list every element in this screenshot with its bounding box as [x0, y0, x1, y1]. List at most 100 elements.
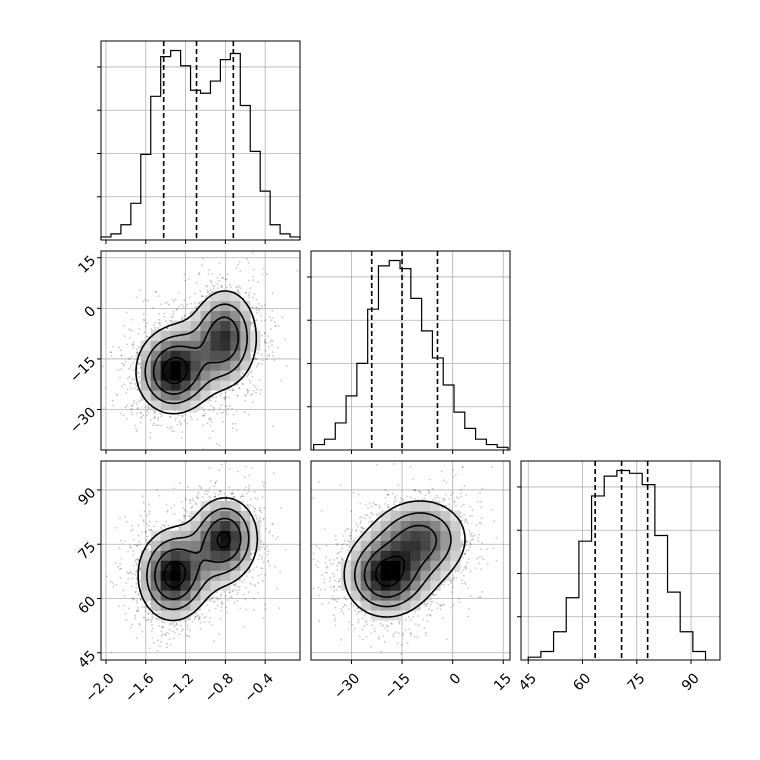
scatter-point [132, 361, 135, 364]
scatter-point [239, 270, 242, 272]
scatter-point [254, 508, 256, 510]
scatter-point [210, 280, 212, 282]
scatter-point [196, 496, 199, 499]
scatter-point [136, 599, 138, 602]
scatter-point [142, 520, 145, 523]
scatter-point [257, 309, 260, 312]
scatter-point [241, 571, 244, 574]
scatter-point [131, 343, 134, 346]
scatter-point [134, 617, 137, 620]
scatter-point [230, 286, 232, 289]
scatter-point [183, 517, 186, 520]
scatter-point [175, 628, 178, 630]
scatter-point [135, 590, 137, 593]
scatter-point [183, 317, 186, 320]
scatter-point [134, 559, 137, 562]
scatter-point [163, 621, 166, 624]
scatter-point [125, 520, 128, 523]
scatter-point [246, 375, 248, 378]
scatter-point [253, 389, 255, 392]
scatter-point [235, 589, 237, 592]
density-cell [150, 350, 161, 361]
scatter-point [267, 549, 269, 552]
scatter-point [226, 286, 228, 289]
scatter-point [158, 322, 161, 325]
scatter-point [199, 621, 202, 624]
scatter-point [137, 371, 140, 374]
scatter-point [267, 335, 269, 337]
scatter-point [130, 530, 133, 532]
scatter-point [252, 279, 255, 282]
scatter-point [246, 388, 249, 391]
scatter-point [139, 543, 142, 546]
scatter-point [260, 389, 262, 391]
scatter-point [213, 600, 216, 603]
scatter-point [130, 623, 133, 626]
scatter-point [250, 552, 253, 555]
scatter-point [204, 490, 207, 492]
scatter-point [110, 651, 113, 654]
scatter-point [137, 351, 139, 354]
scatter-point [209, 424, 212, 427]
scatter-point [160, 415, 163, 418]
scatter-point [158, 612, 161, 615]
scatter-point [247, 372, 250, 374]
scatter-point [232, 589, 235, 592]
scatter-point [128, 358, 131, 361]
scatter-point [253, 609, 255, 611]
scatter-point [147, 613, 150, 615]
histogram-step [100, 49, 301, 240]
scatter-point [224, 391, 227, 394]
scatter-point [139, 289, 142, 292]
scatter-point [189, 416, 192, 418]
scatter-point [258, 362, 260, 365]
scatter-point [131, 347, 134, 349]
scatter-point [173, 504, 176, 507]
scatter-point [162, 626, 164, 628]
scatter-point [284, 338, 286, 341]
scatter-point [228, 591, 230, 594]
scatter-point [139, 417, 142, 420]
scatter-point [264, 303, 266, 306]
density-cell [200, 360, 211, 371]
scatter-point [181, 318, 183, 321]
scatter-point [240, 375, 243, 378]
scatter-point [123, 364, 125, 367]
scatter-point [223, 492, 226, 495]
scatter-point [126, 571, 128, 574]
scatter-point [157, 424, 160, 427]
scatter-point [130, 546, 133, 549]
scatter-point [137, 609, 140, 612]
scatter-point [256, 517, 258, 520]
scatter-point [180, 437, 183, 439]
scatter-point [191, 497, 194, 500]
scatter-point [212, 430, 214, 432]
scatter-point [115, 583, 118, 586]
x-tick-label: 75 [625, 670, 649, 694]
scatter-point [172, 310, 175, 313]
scatter-point [258, 303, 260, 305]
scatter-point [222, 411, 225, 414]
scatter-point [252, 384, 255, 387]
scatter-point [202, 257, 204, 260]
scatter-point [182, 305, 185, 308]
scatter-point [136, 610, 139, 612]
scatter-point [143, 510, 146, 512]
scatter-point [225, 278, 228, 281]
scatter-point [135, 544, 138, 547]
scatter-point [189, 516, 191, 519]
scatter-point [152, 324, 155, 326]
scatter-point [251, 306, 254, 308]
scatter-point [154, 321, 157, 324]
scatter-point [230, 596, 233, 599]
scatter-point [182, 507, 185, 509]
scatter-point [234, 380, 237, 383]
scatter-point [187, 486, 189, 488]
scatter-point [260, 511, 263, 514]
density-cell [140, 380, 152, 391]
scatter-point [241, 581, 244, 583]
scatter-point [152, 641, 155, 644]
scatter-point [216, 282, 219, 285]
scatter-point [220, 412, 223, 414]
